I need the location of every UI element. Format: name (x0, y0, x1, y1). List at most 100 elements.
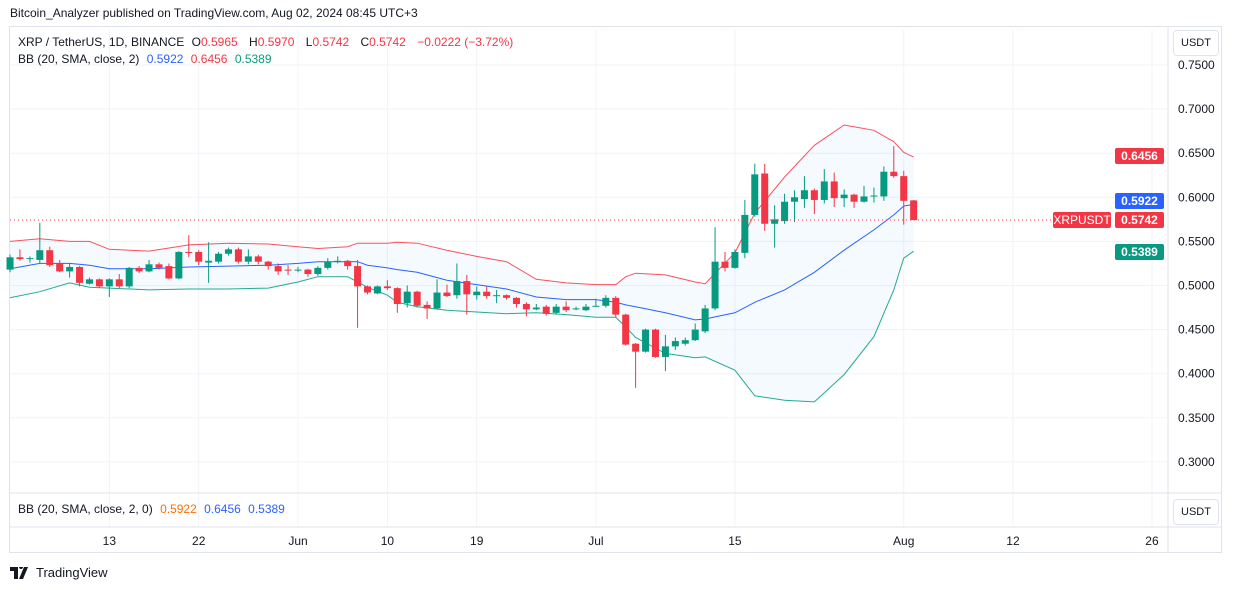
candle-body (612, 297, 620, 315)
bb-upper-price-label: 0.6456 (1115, 148, 1164, 164)
bb-lower-value: 0.5389 (234, 52, 272, 66)
candle-body (761, 173, 769, 224)
candle-body (751, 174, 759, 215)
y-tick-label: 0.5500 (1178, 234, 1215, 248)
candle-body (125, 267, 133, 287)
candle-body (224, 249, 232, 254)
candle-body (632, 343, 640, 352)
candle-body (890, 171, 898, 177)
lower-currency-button[interactable]: USDT (1173, 499, 1219, 525)
chart-frame (9, 26, 1222, 553)
symbol-legend: XRP / TetherUS, 1D, BINANCE O0.5965 H0.5… (18, 35, 517, 49)
y-tick-label: 0.5000 (1178, 279, 1215, 293)
lower-pane-legend: BB (20, SMA, close, 2, 0) 0.5922 0.6456 … (18, 502, 289, 516)
bb-upper-value: 0.6456 (190, 52, 228, 66)
candle-body (56, 263, 64, 272)
candle-body (443, 292, 451, 297)
bb-basis-line (9, 203, 914, 321)
y-tick-label: 0.3500 (1178, 411, 1215, 425)
bb-basis-value: 0.5922 (146, 52, 184, 66)
bb-lower-price-label: 0.5389 (1115, 244, 1164, 260)
candle-body (26, 258, 34, 260)
x-tick-label: Aug (893, 534, 914, 548)
close-value: 0.5742 (369, 35, 406, 49)
bb-lower-value: 0.5389 (248, 502, 285, 516)
x-tick-label: 13 (103, 534, 117, 548)
bb-name: BB (20, SMA, close, 2, 0) (18, 502, 153, 516)
currency-button[interactable]: USDT (1173, 30, 1219, 56)
open-value: 0.5965 (200, 35, 238, 49)
candle-body (562, 306, 570, 311)
candle-body (274, 266, 282, 272)
candle-body (880, 171, 888, 197)
candle-body (483, 291, 491, 297)
candle-body (691, 329, 699, 341)
candle-body (6, 257, 14, 270)
candle-body (165, 266, 173, 279)
candle-body (741, 214, 749, 253)
symbol-price-label: XRPUSDT (1053, 212, 1111, 228)
candle-body (651, 329, 659, 357)
brand-name: TradingView (36, 565, 108, 580)
candle-body (294, 269, 302, 271)
candle-body (364, 286, 372, 293)
candle-body (572, 308, 580, 310)
candle-body (820, 181, 828, 200)
candle-body (195, 251, 203, 262)
symbol-title: XRP / TetherUS, 1D, BINANCE (18, 35, 185, 49)
change-value: −0.0222 (−3.72%) (417, 35, 514, 49)
candle-body (155, 264, 163, 268)
bb-fill (10, 125, 914, 402)
candle-body (403, 291, 411, 304)
candles (6, 146, 918, 388)
x-tick-label: 10 (381, 534, 395, 548)
candle-body (592, 305, 600, 307)
candle-body (463, 281, 471, 295)
y-tick-label: 0.6000 (1178, 190, 1215, 204)
candle-body (175, 251, 183, 279)
candle-body (532, 307, 540, 310)
candle-body (344, 260, 352, 267)
candle-body (910, 200, 918, 221)
x-tick-label: 15 (728, 534, 742, 548)
x-tick-label: 22 (192, 534, 206, 548)
candle-body (731, 251, 739, 268)
x-tick-label: 19 (470, 534, 484, 548)
candle-body (721, 261, 729, 268)
candle-body (642, 329, 650, 352)
x-tick-label: 26 (1145, 534, 1159, 548)
candle-body (373, 286, 381, 294)
last-price-label: 0.5742 (1115, 212, 1164, 228)
candle-body (791, 197, 798, 202)
close-label: C (360, 35, 370, 49)
candle-body (433, 292, 441, 309)
candle-body (582, 306, 590, 311)
candle-body (781, 201, 789, 222)
y-tick-label: 0.4000 (1178, 367, 1215, 381)
candle-body (354, 266, 362, 287)
candle-body (135, 267, 143, 272)
tradingview-logo[interactable]: TradingView (10, 565, 108, 580)
candle-body (830, 181, 838, 199)
open-label: O (191, 35, 201, 49)
y-tick-label: 0.6500 (1178, 146, 1215, 160)
candle-body (383, 286, 391, 289)
bb-name: BB (20, SMA, close, 2) (18, 52, 140, 66)
bb-legend: BB (20, SMA, close, 2) 0.5922 0.6456 0.5… (18, 52, 276, 66)
candle-body (46, 250, 54, 266)
low-label: L (305, 35, 313, 49)
candle-body (810, 190, 818, 200)
y-tick-label: 0.3000 (1178, 455, 1215, 469)
bb-basis-value: 0.5922 (160, 502, 197, 516)
bb-lower-line (9, 250, 914, 403)
candle-body (234, 249, 242, 262)
high-value: 0.5970 (257, 35, 295, 49)
candle-body (76, 266, 84, 283)
bb-basis-price-label: 0.5922 (1115, 193, 1164, 209)
candle-body (900, 176, 908, 201)
candle-body (284, 269, 292, 271)
candle-body (413, 291, 421, 306)
high-label: H (249, 35, 258, 49)
candle-body (95, 279, 103, 287)
